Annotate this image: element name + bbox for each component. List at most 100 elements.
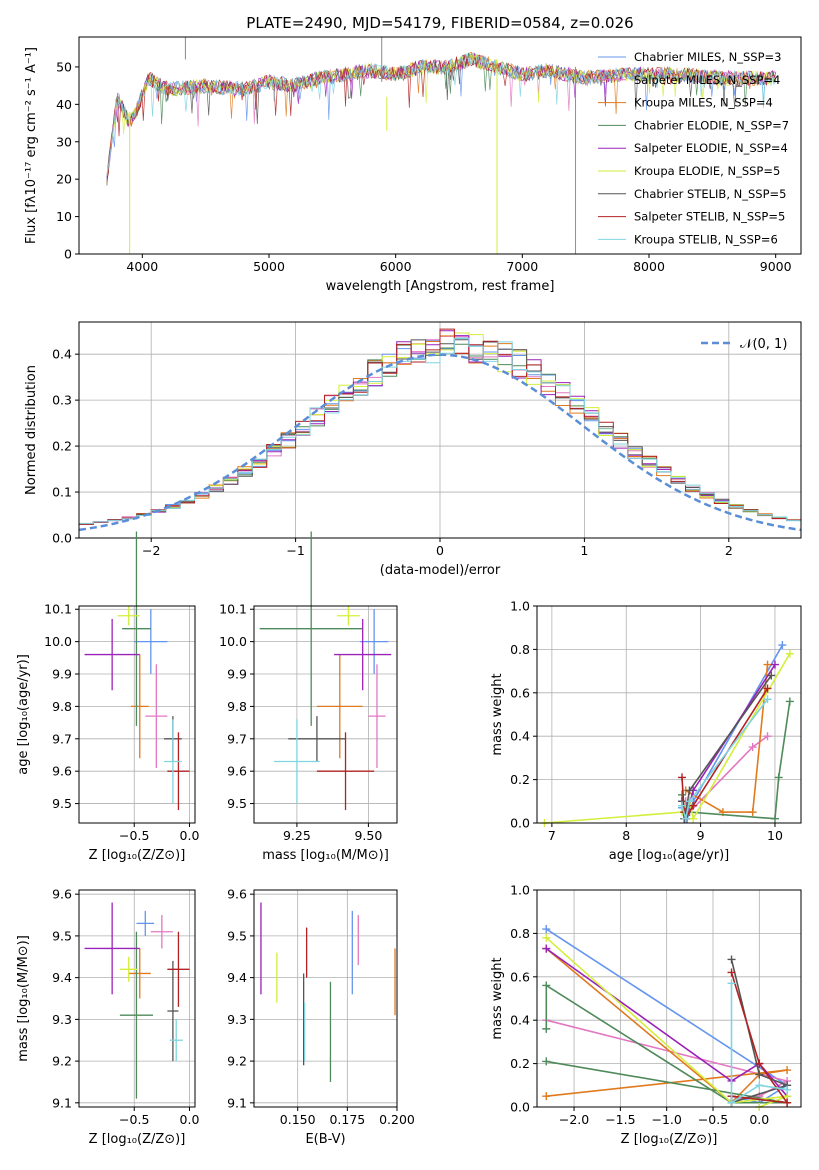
p5-frame [536,605,802,824]
residuals-ytick-label: 0.2 [52,439,72,454]
p4-ytick-label: 9.8 [227,699,247,714]
residuals-ytick-label: 0.3 [52,393,72,408]
p5-ytick-label: 0.4 [510,729,530,744]
p8-xtick-label: −2.0 [559,1112,589,1127]
p8-marker [542,933,551,942]
residuals-xtick-label: −2 [142,543,160,558]
p6-frame [78,889,196,1108]
p5-xtick-label: 10 [767,828,783,843]
p8-series-0 [545,928,789,1104]
spectrum-lines [106,37,777,254]
p7-xtick-label: 0.150 [280,1112,316,1127]
residuals-xtick-label: 0 [436,543,444,558]
p8-xtick-label: 0.0 [749,1112,769,1127]
p8-series-7 [730,972,789,1104]
p5-ylabel: mass weight [490,673,505,755]
p5-xtick-label: 9 [697,828,705,843]
p6-xtick-label: 0.0 [180,1112,200,1127]
p8-ytick-label: 0.4 [510,1013,530,1028]
p5-series-3 [681,701,791,822]
p4-points [259,531,392,811]
spectrum-legend-label: Kroupa ELODIE, N_SSP=5 [634,164,780,178]
spectrum-series-8 [106,52,777,177]
p6-ytick-label: 9.5 [52,928,72,943]
p6-xtick-label: −0.5 [119,1112,149,1127]
p8-xlabel: Z [log₁₀(Z/Z⊙)] [621,1132,718,1147]
spectrum-xtick-label: 9000 [760,259,792,274]
residuals-xlabel: (data-model)/error [380,563,501,578]
spectrum-ytick-label: 20 [56,172,72,187]
p8-ytick-label: 1.0 [510,883,530,898]
p8-series-8 [730,983,788,1105]
p8-ytick-label: 0.0 [510,1100,530,1115]
residuals-ytick-label: 0.0 [52,531,72,546]
residual-hist-7 [79,328,801,525]
p5-marker [774,773,783,782]
p5-ytick-label: 0.8 [510,642,530,657]
p4-ytick-label: 9.7 [227,731,247,746]
residual-histograms [79,328,801,525]
p5-marker [770,660,779,669]
p5-marker [748,743,757,752]
p8-marker [542,1024,551,1033]
p5-xlabel: age [log₁₀(age/yr)] [609,848,730,863]
chart-title: PLATE=2490, MJD=54179, FIBERID=0584, z=0… [246,14,633,32]
p5-marker [678,801,687,810]
spectrum-xlabel: wavelength [Angstrom, rest frame] [326,279,555,294]
spectrum-legend-label: Chabrier STELIB, N_SSP=5 [634,187,786,201]
p7-ytick-label: 9.2 [227,1054,247,1069]
p5-marker [685,797,694,806]
p5-marker [763,695,772,704]
p4-ytick-label: 10.1 [219,602,247,617]
p8-marker [783,1066,792,1075]
p6-xlabel: Z [log₁₀(Z/Z⊙)] [89,1132,186,1147]
p8-marker [727,1098,736,1107]
residuals-xtick-label: 1 [580,543,588,558]
p5-ytick-label: 0.0 [510,816,530,831]
p6-points [84,902,190,1099]
p5-series-5 [544,653,791,824]
p8-ytick-label: 0.6 [510,969,530,984]
p3-ytick-label: 9.8 [52,699,72,714]
p8-ytick-label: 0.8 [510,926,530,941]
p5-xtick-label: 7 [548,828,556,843]
p8-marker [783,1098,792,1107]
p5-marker [767,671,776,680]
residuals-ylabel: Normed distribution [24,365,39,495]
p3-ytick-label: 9.5 [52,796,72,811]
p5-marker [678,773,687,782]
p7-xlabel: E(B-V) [305,1132,345,1147]
p8-marker [755,1070,764,1079]
spectrum-frame [78,36,802,255]
p7-xtick-label: 0.200 [379,1112,415,1127]
p5-lines [540,641,794,827]
spectrum-legend-label: Salpeter STELIB, N_SSP=5 [634,210,785,224]
p7-ytick-label: 9.6 [227,887,247,902]
spectrum-ytick-label: 10 [56,209,72,224]
spectrum-ytick-label: 50 [56,59,72,74]
spectrum-series-7 [106,54,777,183]
p5-marker [689,801,698,810]
p4-ytick-label: 9.9 [227,667,247,682]
p5-marker [689,814,698,823]
p8-marker [727,979,736,988]
p5-marker [681,814,690,823]
p7-frame [253,889,398,1108]
p8-ylabel: mass weight [490,957,505,1039]
p8-marker [727,955,736,964]
spectrum-xtick-label: 7000 [506,259,538,274]
p3-ytick-label: 9.9 [52,667,72,682]
spectrum-xtick-label: 6000 [380,259,412,274]
spectrum-legend-label: Kroupa STELIB, N_SSP=6 [634,232,778,246]
p3-ytick-label: 10.0 [44,634,72,649]
spectrum-legend-label: Kroupa MILES, N_SSP=4 [634,96,773,110]
p6-ytick-label: 9.3 [52,1012,72,1027]
p6-ylabel: mass [log₁₀(M/M⊙)] [16,935,31,1062]
p4-frame [253,605,398,824]
p3-frame [78,605,196,824]
residuals-ytick-label: 0.4 [52,347,72,362]
p5-marker [778,641,787,650]
p4-ytick-label: 9.6 [227,764,247,779]
spectrum-legend-label: Chabrier MILES, N_SSP=3 [634,50,781,64]
p6-ytick-label: 9.1 [52,1095,72,1110]
